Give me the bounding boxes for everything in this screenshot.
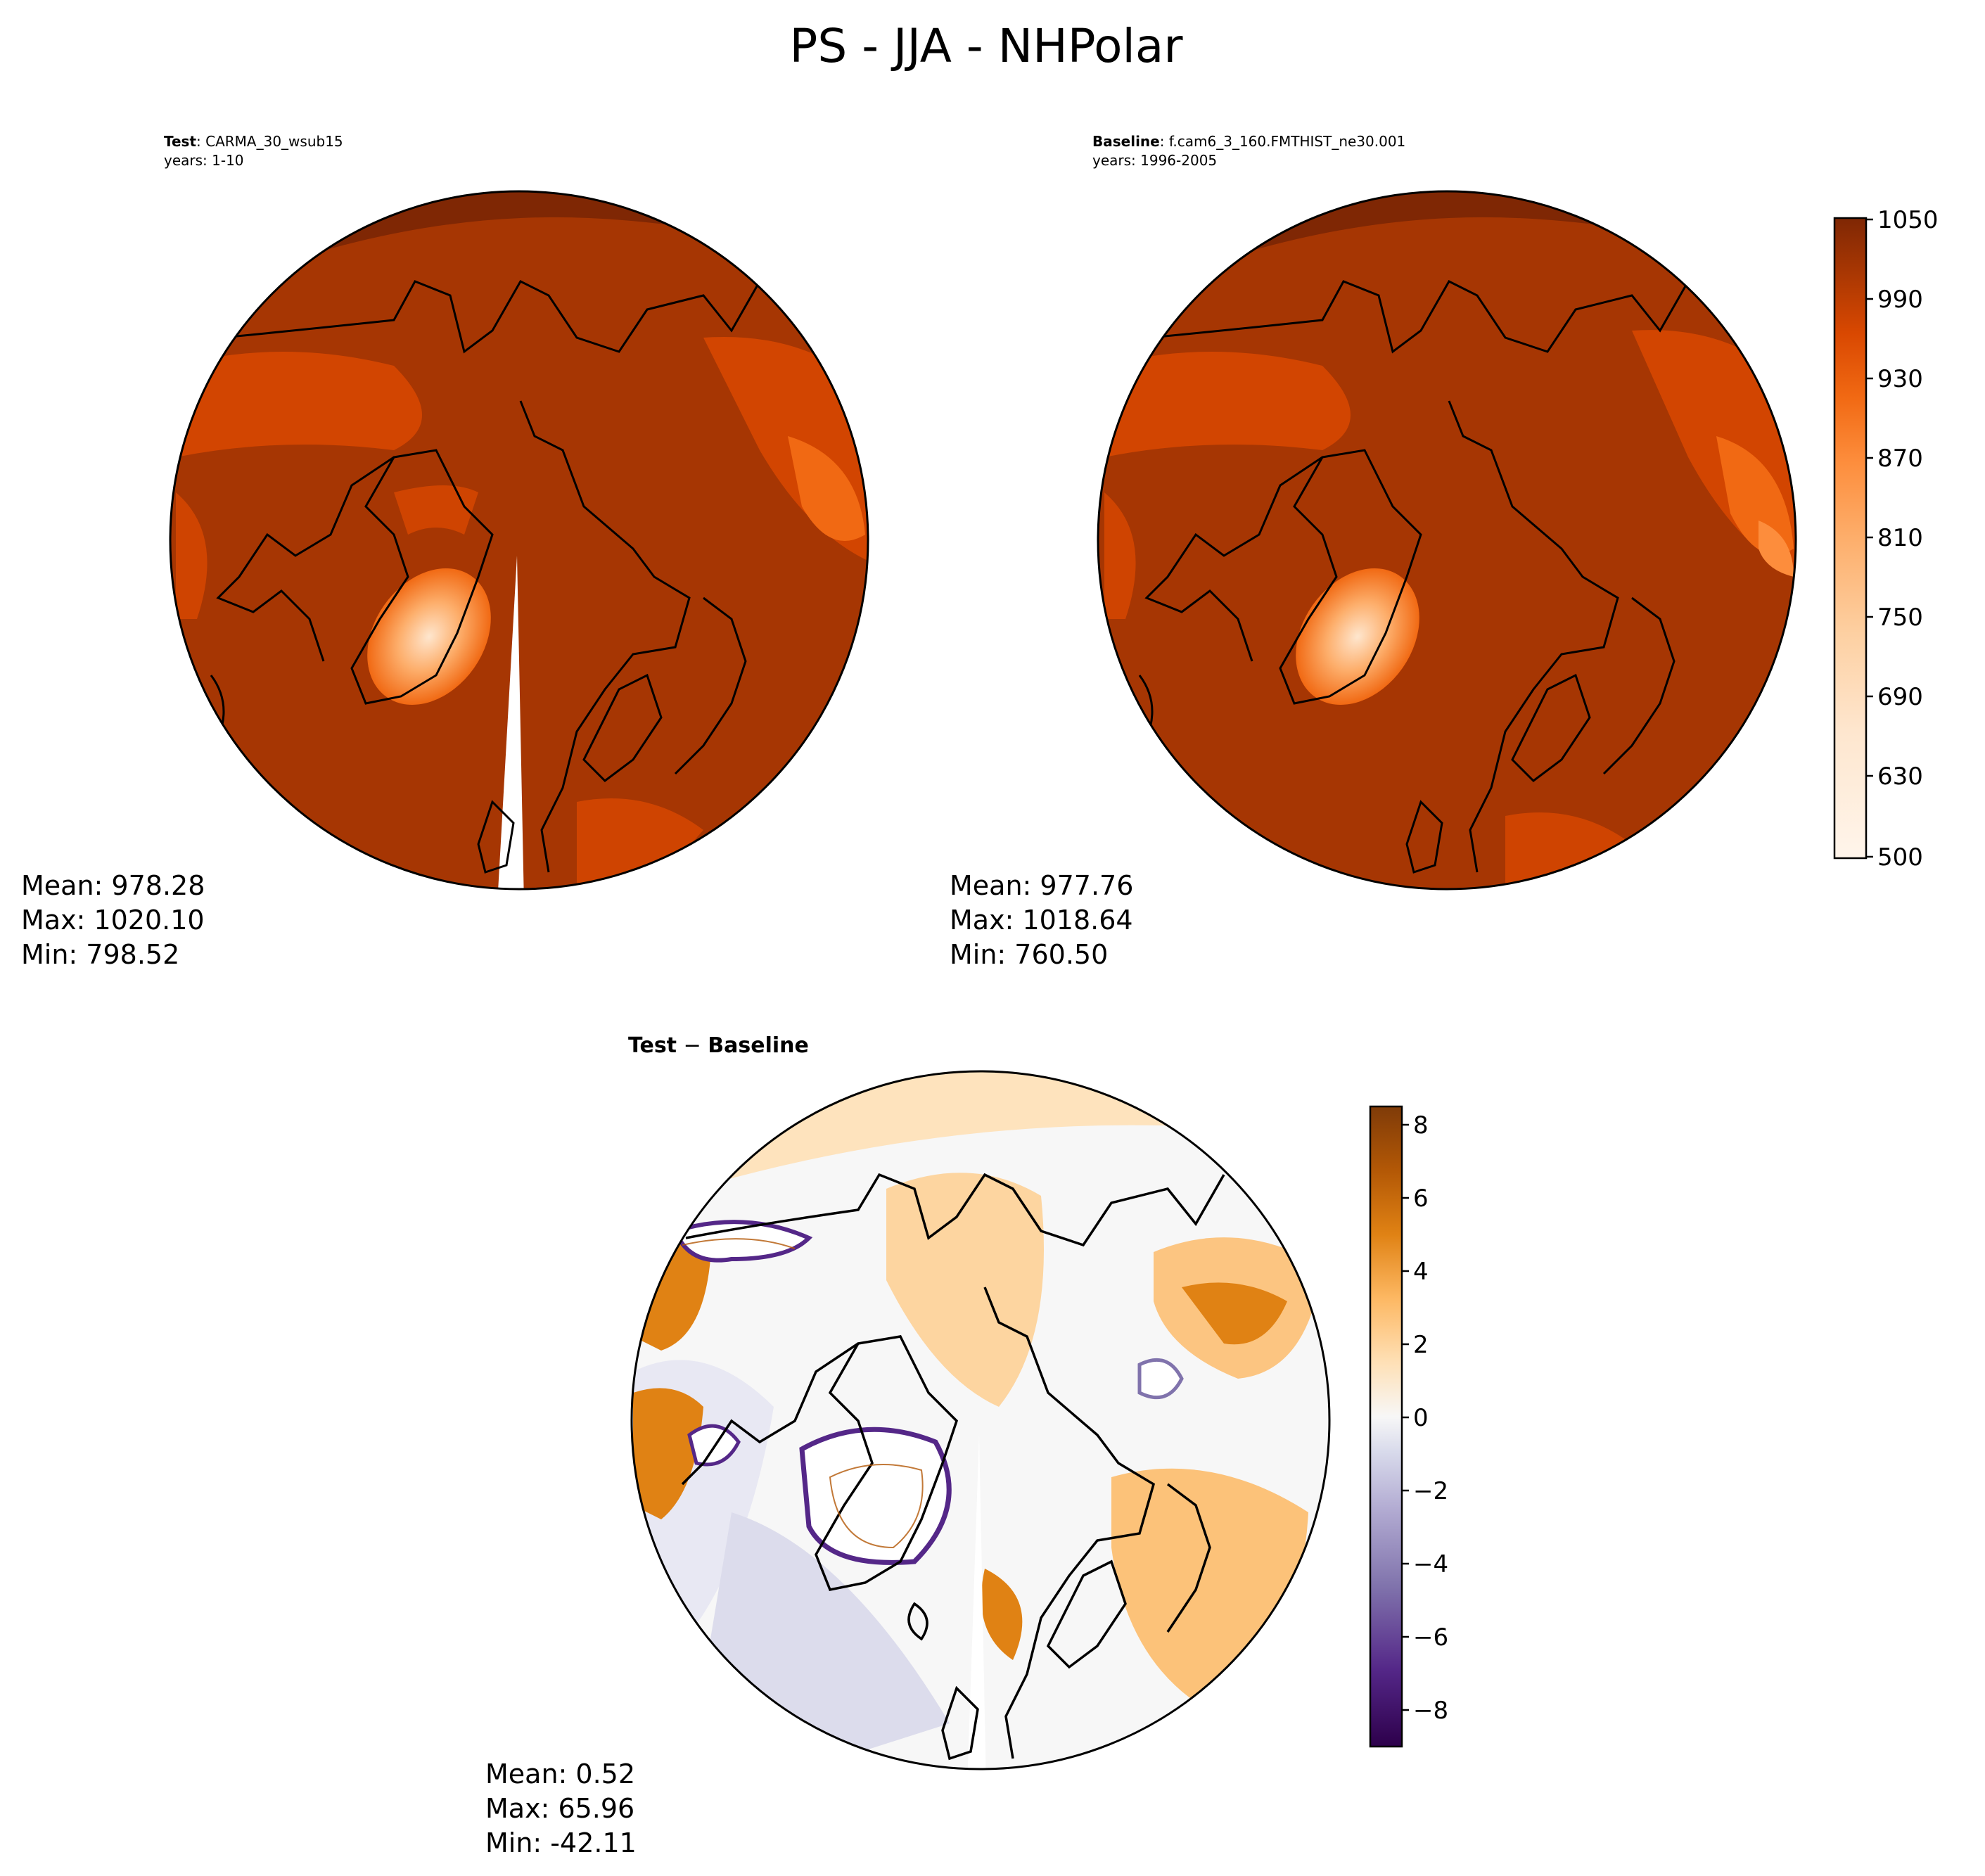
diff-colorbar-tick-label: 2 — [1413, 1331, 1429, 1359]
diff-panel: Test − Baseline — [485, 1033, 1331, 1858]
baseline-mean: Mean: 977.76 — [950, 870, 1133, 901]
baseline-max: Max: 1018.64 — [950, 905, 1133, 936]
abs-colorbar-ticks: 1050 990 930 870 810 750 690 630 500 — [1866, 206, 1939, 872]
baseline-coastlines — [1138, 280, 1690, 874]
test-missing-wedge — [497, 556, 524, 889]
test-map-border — [169, 190, 869, 891]
diff-label-minus: − — [677, 1033, 708, 1058]
diff-colorbar-tick-label: 0 — [1413, 1404, 1429, 1432]
diff-colorbar-ticks: 8 6 4 2 0 −2 −4 −6 −8 — [1402, 1111, 1448, 1725]
test-greenland-low — [367, 568, 491, 705]
abs-colorbar-tick-label: 750 — [1877, 604, 1923, 632]
diff-colorbar-tick-label: 4 — [1413, 1258, 1429, 1286]
diff-colorbar-tick-label: −6 — [1413, 1623, 1448, 1652]
test-label: Test: CARMA_30_wsub15 — [164, 133, 343, 150]
test-max: Max: 1020.10 — [21, 905, 205, 936]
diff-map-border — [630, 1070, 1331, 1770]
abs-colorbar-tick-label: 1050 — [1877, 206, 1939, 234]
diff-max: Max: 65.96 — [485, 1793, 634, 1824]
baseline-label-bold: Baseline — [1092, 133, 1160, 150]
test-map — [170, 191, 868, 889]
abs-colorbar-tick-label: 690 — [1877, 683, 1923, 711]
baseline-map — [1098, 191, 1796, 889]
test-min: Min: 798.52 — [21, 939, 179, 970]
diff-contours — [682, 1238, 924, 1549]
diff-coastlines — [681, 1173, 1225, 1761]
diff-min: Min: -42.11 — [485, 1827, 637, 1858]
diff-mean: Mean: 0.52 — [485, 1759, 635, 1789]
diff-label-baseline: Baseline — [708, 1033, 809, 1058]
test-years: years: 1-10 — [164, 152, 244, 169]
diff-label-test: Test — [628, 1033, 677, 1058]
abs-colorbar-tick-label: 930 — [1877, 365, 1923, 393]
abs-colorbar-tick-label: 810 — [1877, 524, 1923, 552]
diff-label: Test − Baseline — [628, 1033, 809, 1058]
baseline-label: Baseline: f.cam6_3_160.FMTHIST_ne30.001 — [1092, 133, 1405, 150]
baseline-min: Min: 760.50 — [950, 939, 1108, 970]
abs-colorbar-tick-label: 500 — [1877, 843, 1923, 872]
abs-colorbar-tick-label: 990 — [1877, 286, 1923, 314]
baseline-panel: Baseline: f.cam6_3_160.FMTHIST_ne30.001 … — [950, 133, 1797, 970]
test-label-bold: Test — [164, 133, 196, 150]
diff-colorbar-tick-label: −2 — [1413, 1477, 1448, 1505]
figure-title: PS - JJA - NHPolar — [790, 19, 1184, 73]
test-label-case: : CARMA_30_wsub15 — [196, 133, 343, 150]
test-panel: Test: CARMA_30_wsub15 years: 1-10 — [21, 133, 869, 970]
abs-colorbar-tick-label: 870 — [1877, 445, 1923, 473]
diff-colorbar: 8 6 4 2 0 −2 −4 −6 −8 — [1369, 1105, 1448, 1748]
test-mean: Mean: 978.28 — [21, 870, 205, 901]
diff-colorbar-tick-label: −4 — [1413, 1550, 1448, 1578]
abs-colorbar-tick-label: 630 — [1877, 762, 1923, 791]
baseline-map-border — [1097, 190, 1797, 891]
diff-colorbar-tick-label: −8 — [1413, 1697, 1448, 1725]
diff-missing-wedge — [967, 1435, 986, 1769]
baseline-greenland-low — [1296, 568, 1419, 705]
baseline-years: years: 1996-2005 — [1092, 152, 1217, 169]
baseline-label-case: : f.cam6_3_160.FMTHIST_ne30.001 — [1160, 133, 1406, 150]
abs-colorbar: 1050 990 930 870 810 750 690 630 500 — [1833, 206, 1939, 872]
diff-colorbar-tick-label: 6 — [1413, 1185, 1429, 1213]
diff-colorbar-tick-label: 8 — [1413, 1111, 1429, 1140]
